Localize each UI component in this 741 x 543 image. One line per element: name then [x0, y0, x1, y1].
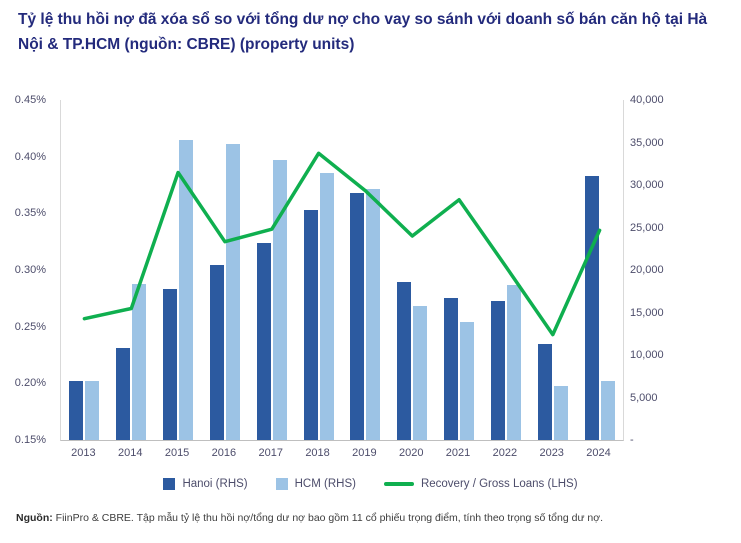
- source-label: Nguồn:: [16, 512, 53, 524]
- bar-group-2015: [163, 139, 194, 440]
- bar-group-2019: [350, 189, 381, 440]
- bar-hanoi: [584, 175, 599, 440]
- bar-group-2023: [537, 343, 568, 440]
- left-axis-tick: 0.25%: [14, 320, 46, 333]
- bar-hanoi: [397, 281, 412, 440]
- bar-hcm: [600, 380, 615, 440]
- bar-group-2024: [584, 175, 615, 440]
- left-axis-tick: 0.35%: [14, 207, 46, 220]
- x-axis-labels: 2013 2014 2015 2016 2017 2018 2019 2020 2021 2022…: [60, 447, 622, 459]
- bar-hcm: [225, 144, 240, 440]
- bar-group-2018: [303, 173, 334, 440]
- right-axis-tick: 35,000: [630, 136, 664, 149]
- right-axis-tick: 5,000: [630, 391, 658, 404]
- x-axis-tick: 2016: [211, 447, 237, 459]
- x-axis-tick: 2023: [539, 447, 564, 459]
- bar-hanoi: [116, 348, 131, 440]
- bar-group-2022: [490, 285, 521, 440]
- source-note: Nguồn: FiinPro & CBRE. Tập mẫu tỷ lệ thu…: [16, 512, 732, 524]
- bar-hcm: [366, 189, 381, 440]
- left-axis-tick: 0.40%: [14, 150, 46, 163]
- bar-hanoi: [209, 264, 224, 440]
- legend-item-hcm-rhs-: HCM (RHS): [275, 478, 356, 490]
- x-axis-tick: 2014: [118, 447, 143, 459]
- right-axis-tick: 10,000: [630, 349, 664, 361]
- left-axis-tick: 0.15%: [14, 434, 46, 446]
- bar-group-2016: [209, 144, 240, 440]
- bar-hcm: [85, 381, 100, 440]
- bar-hanoi: [303, 209, 318, 440]
- source-text: FiinPro & CBRE. Tập mẫu tỷ lệ thu hồi nợ…: [52, 512, 604, 524]
- right-axis-tick: 20,000: [630, 264, 664, 276]
- bar-hcm: [553, 385, 568, 440]
- right-axis-tick: -: [630, 434, 634, 446]
- left-axis-tick: 0.30%: [14, 264, 46, 276]
- legend-item-hanoi-rhs-: Hanoi (RHS): [163, 478, 248, 490]
- bar-group-2017: [256, 160, 287, 440]
- legend-square-swatch: [275, 478, 288, 490]
- bar-group-2014: [116, 283, 147, 440]
- right-axis-labels: 40,000 35,000 30,000 25,000 20,000 15,000 10,0…: [630, 94, 700, 446]
- bar-hanoi: [69, 380, 84, 440]
- x-axis-tick: 2021: [445, 447, 471, 459]
- bar-hcm: [506, 285, 521, 440]
- bar-hcm: [413, 305, 428, 440]
- x-axis-tick: 2017: [258, 447, 283, 459]
- x-axis-tick: 2024: [586, 447, 611, 459]
- bar-hanoi: [256, 242, 271, 440]
- left-axis-tick: 0.45%: [14, 94, 46, 106]
- bar-group-2020: [397, 281, 428, 440]
- left-axis-labels: 0.45% 0.40% 0.35% 0.30% 0.25% 0.20% 0.15%: [0, 94, 52, 446]
- bar-hcm: [319, 173, 334, 440]
- x-axis-tick: 2020: [398, 447, 424, 459]
- legend-square-swatch: [163, 478, 176, 490]
- bar-hcm: [272, 160, 287, 440]
- bar-hanoi: [490, 301, 505, 440]
- bar-group-2013: [69, 380, 100, 440]
- bar-hcm: [460, 321, 475, 440]
- legend-item-recovery-gross-loans-lhs-: Recovery / Gross Loans (LHS): [383, 478, 578, 490]
- right-axis-tick: 40,000: [630, 94, 664, 106]
- left-axis-tick: 0.20%: [14, 377, 46, 390]
- plot-area: [60, 100, 624, 441]
- bar-hanoi: [537, 343, 552, 440]
- legend-label: Hanoi (RHS): [182, 478, 248, 490]
- x-axis-tick: 2015: [164, 447, 190, 459]
- bar-hanoi: [163, 288, 178, 440]
- bar-series: [61, 100, 623, 440]
- legend: Hanoi (RHS) HCM (RHS) Recovery / Gross Loa…: [0, 478, 741, 490]
- bar-hanoi: [444, 298, 459, 440]
- right-axis-tick: 15,000: [630, 306, 664, 319]
- x-axis-tick: 2022: [492, 447, 518, 459]
- bar-hanoi: [350, 192, 365, 440]
- legend-label: Recovery / Gross Loans (LHS): [420, 478, 578, 490]
- bar-hcm: [179, 139, 194, 440]
- bar-hcm: [132, 283, 147, 440]
- bar-group-2021: [444, 298, 475, 440]
- chart-title: Tỷ lệ thu hồi nợ đã xóa sổ so với tổng d…: [18, 11, 708, 53]
- x-axis-tick: 2019: [352, 447, 377, 459]
- legend-label: HCM (RHS): [294, 478, 356, 490]
- right-axis-tick: 30,000: [630, 179, 664, 191]
- x-axis-tick: 2013: [71, 447, 96, 459]
- x-axis-tick: 2018: [305, 447, 330, 459]
- legend-line-swatch: [383, 482, 414, 486]
- right-axis-tick: 25,000: [630, 221, 664, 234]
